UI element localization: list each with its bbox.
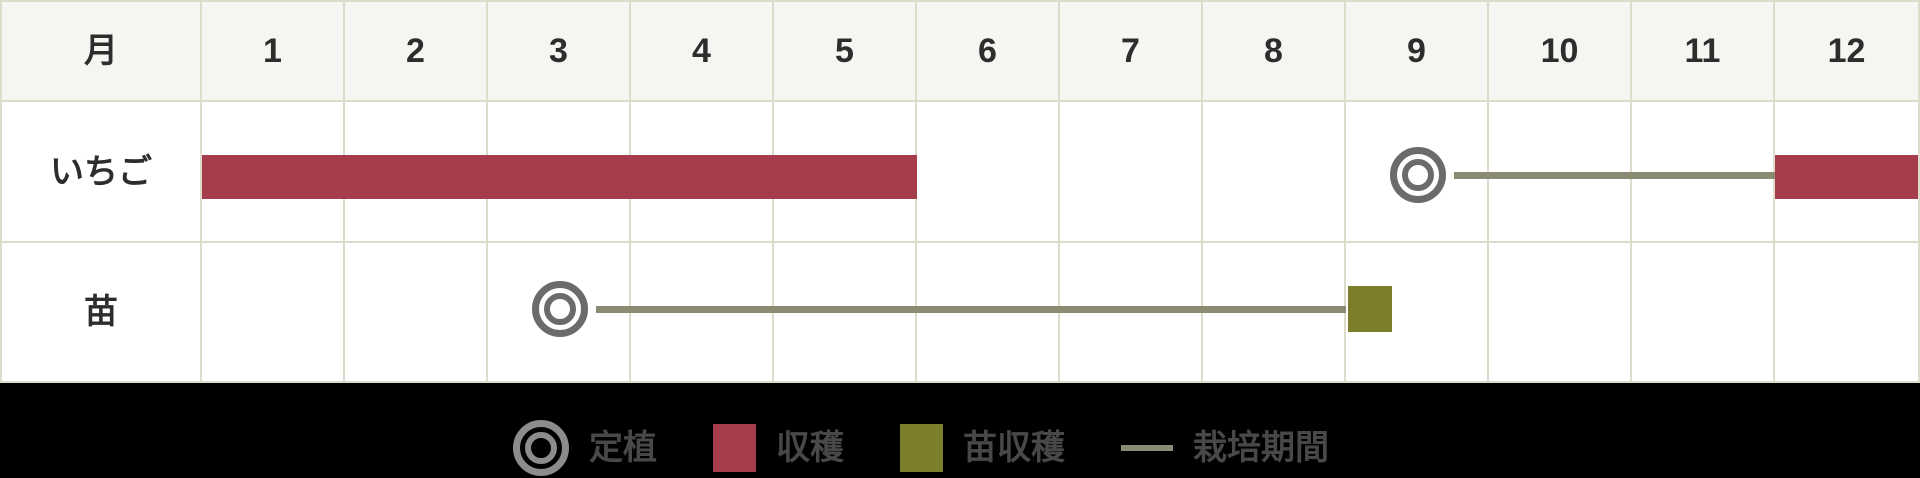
grid-cell	[1346, 243, 1489, 381]
legend-label-seedling-harvest: 苗収穫	[963, 428, 1065, 467]
planting-circle-icon	[513, 419, 569, 476]
month-header-cell-3: 3	[488, 2, 631, 102]
grid-cell	[202, 102, 345, 243]
month-header-cell-4-text: 4	[692, 32, 711, 70]
month-header-cell-10: 10	[1489, 2, 1632, 102]
row-label-cell-text: 苗	[84, 293, 118, 331]
month-header-cell-9: 9	[1346, 2, 1489, 102]
month-header-cell-11: 11	[1632, 2, 1775, 102]
row-label-cell: 苗	[2, 243, 202, 381]
grid-cell	[488, 102, 631, 243]
grid-cell	[202, 243, 345, 381]
month-header-cell-1-text: 1	[263, 32, 282, 70]
seedling-harvest-swatch-icon	[900, 423, 943, 472]
month-header-cell-8: 8	[1203, 2, 1346, 102]
grid-cell	[1632, 102, 1775, 243]
month-header-cell-12: 12	[1775, 2, 1918, 102]
harvest-swatch-icon	[713, 423, 756, 472]
month-header-cell-3-text: 3	[549, 32, 568, 70]
month-header-cell-4: 4	[631, 2, 774, 102]
month-header-cell-7: 7	[1060, 2, 1203, 102]
grid-cell	[1489, 243, 1632, 381]
month-header-cell-2-text: 2	[406, 32, 425, 70]
month-header-cell-2: 2	[345, 2, 488, 102]
corner-cell-text: 月	[84, 32, 118, 70]
grid-cell	[631, 243, 774, 381]
month-header-cell-8-text: 8	[1264, 32, 1283, 70]
legend-label-harvest: 収穫	[776, 428, 844, 467]
grid-cell	[1060, 243, 1203, 381]
month-header-cell-6-text: 6	[978, 32, 997, 70]
grid-cell	[1060, 102, 1203, 243]
corner-cell: 月	[2, 2, 202, 102]
grid-cell	[1203, 102, 1346, 243]
month-header-cell-5-text: 5	[835, 32, 854, 70]
grid-cell	[1775, 243, 1918, 381]
legend-footer: 定植 収穫 苗収穫 栽培期間	[0, 383, 1920, 478]
grid-cell	[631, 102, 774, 243]
month-header-cell-1: 1	[202, 2, 345, 102]
legend: 定植 収穫 苗収穫 栽培期間	[513, 419, 1329, 476]
cultivation-period-line-icon	[1121, 444, 1173, 451]
row-label-cell-text: いちご	[50, 152, 152, 191]
legend-item-seedling-harvest: 苗収穫	[900, 423, 1065, 472]
grid-cell	[774, 243, 917, 381]
grid-cell	[917, 243, 1060, 381]
month-header-cell-5: 5	[774, 2, 917, 102]
cultivation-calendar-table: 月 1 2 3 4 5 6 7 8 9 10 11 12 いちご苗	[0, 0, 1920, 383]
row-label-cell: いちご	[2, 102, 202, 243]
grid-cell	[1203, 243, 1346, 381]
legend-item-cultivation-period: 栽培期間	[1121, 431, 1329, 465]
month-header-cell-7-text: 7	[1121, 32, 1140, 70]
grid-cell	[1775, 102, 1918, 243]
grid-cell	[345, 243, 488, 381]
month-header-cell-11-text: 11	[1684, 32, 1721, 70]
grid-cell	[1632, 243, 1775, 381]
legend-item-planting: 定植	[513, 419, 657, 476]
month-header-cell-12-text: 12	[1827, 32, 1866, 70]
grid-cell	[917, 102, 1060, 243]
grid-cell	[1489, 102, 1632, 243]
grid-cell	[488, 243, 631, 381]
grid-cell	[1346, 102, 1489, 243]
month-header-cell-6: 6	[917, 2, 1060, 102]
grid-cell	[774, 102, 917, 243]
month-header-cell-10-text: 10	[1540, 32, 1579, 70]
legend-label-cultivation-period: 栽培期間	[1193, 428, 1329, 467]
grid-cell	[345, 102, 488, 243]
month-header-cell-9-text: 9	[1407, 32, 1426, 70]
legend-label-planting: 定植	[589, 428, 657, 467]
legend-item-harvest: 収穫	[713, 423, 844, 472]
